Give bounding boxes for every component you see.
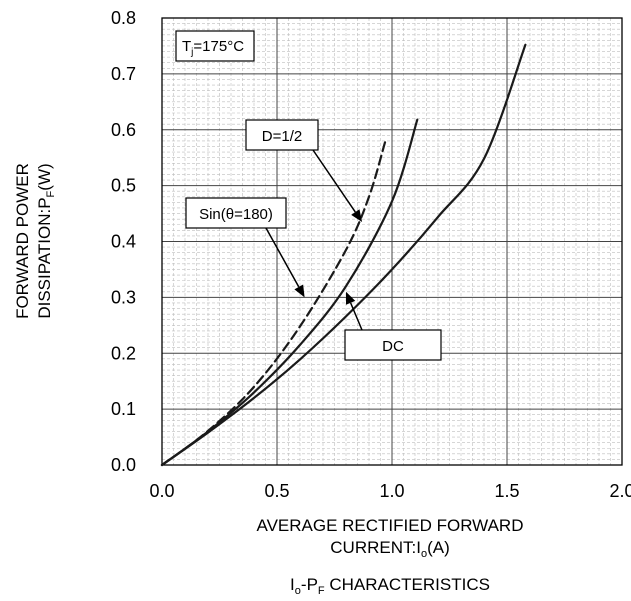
- annotation-dc-arrowhead: [346, 291, 356, 305]
- annotation-d-half-arrowhead: [351, 209, 363, 222]
- y-tick-label: 0.1: [111, 399, 136, 419]
- annotation-d-half: D=1/2: [245, 119, 363, 222]
- y-tick-label: 0.4: [111, 232, 136, 252]
- y-tick-label: 0.2: [111, 343, 136, 363]
- annotation-sin-box: [185, 197, 287, 229]
- y-tick-labels: 0.0 0.1 0.2 0.3 0.4 0.5 0.6 0.7 0.8: [111, 8, 136, 475]
- annotation-dc-label: DC: [382, 338, 404, 355]
- plot-frame: [161, 17, 623, 466]
- series-line-sin-180: [160, 140, 387, 467]
- annotation-dc-box: [344, 329, 442, 361]
- y-tick-label: 0.8: [111, 8, 136, 28]
- y-axis-title: FORWARD POWER DISSIPATION:PF(W): [13, 163, 57, 319]
- x-axis-title-line1: AVERAGE RECTIFIED FORWARD: [257, 516, 524, 535]
- x-tick-label: 0.0: [149, 481, 174, 501]
- annotation-d-half-box: [245, 119, 319, 151]
- annotation-dc-leader: [349, 302, 363, 331]
- chart-title: Io-PF CHARACTERISTICS: [290, 575, 490, 597]
- x-tick-labels: 0.0 0.5 1.0 1.5 2.0: [149, 481, 631, 501]
- y-axis-title-line2: DISSIPATION:PF(W): [35, 163, 57, 318]
- annotation-dc: DC: [344, 291, 442, 361]
- annotation-sin-arrowhead: [294, 284, 305, 298]
- annotation-sin-leader: [265, 227, 300, 288]
- y-tick-label: 0.5: [111, 176, 136, 196]
- x-tick-label: 2.0: [609, 481, 631, 501]
- condition-label: Tj=175°C: [182, 38, 244, 58]
- y-tick-label: 0.0: [111, 455, 136, 475]
- y-tick-label: 0.3: [111, 287, 136, 307]
- x-axis-title-line2: CURRENT:Io(A): [330, 538, 449, 560]
- annotation-sin: Sin(θ=180): [185, 197, 305, 298]
- y-tick-label: 0.7: [111, 64, 136, 84]
- series-line-dc: [160, 43, 527, 467]
- x-tick-label: 1.5: [494, 481, 519, 501]
- annotation-d-half-leader: [312, 149, 356, 213]
- x-tick-label: 0.5: [264, 481, 289, 501]
- y-tick-label: 0.6: [111, 120, 136, 140]
- x-tick-label: 1.0: [379, 481, 404, 501]
- condition-box-frame: [175, 30, 255, 62]
- annotation-sin-label: Sin(θ=180): [199, 206, 273, 223]
- condition-box: Tj=175°C: [175, 30, 255, 62]
- y-axis-title-line1: FORWARD POWER: [13, 163, 32, 319]
- series-layer: [160, 43, 527, 467]
- annotation-d-half-label: D=1/2: [262, 128, 302, 145]
